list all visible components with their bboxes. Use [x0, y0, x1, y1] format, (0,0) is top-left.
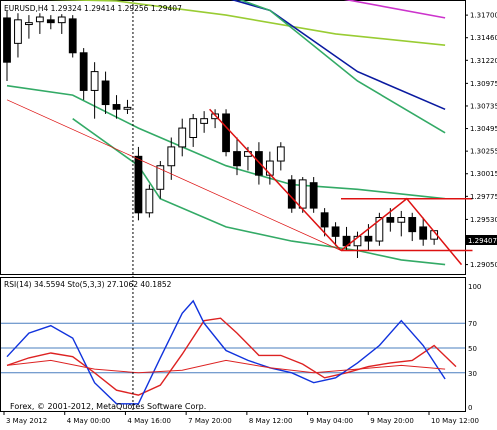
trend-line [6, 99, 342, 251]
candle-body [14, 19, 22, 44]
candle-body [200, 118, 209, 124]
candle-body [79, 52, 88, 91]
time-tick-label: 7 May 20:00 [188, 417, 232, 425]
indicator-panel-frame [0, 277, 466, 412]
candle-body [375, 217, 384, 242]
indicator-panel-header: RSI(14) 34.5594 Sto(5,3,3) 27.1062 40.18… [4, 280, 172, 289]
moving-average-line [238, 0, 446, 134]
candle-body [255, 151, 263, 176]
candle-body [134, 155, 143, 214]
time-tick-label: 10 May 12:00 [431, 417, 479, 425]
candle-body [123, 106, 132, 110]
candle-body [364, 235, 373, 242]
candle-body [408, 217, 417, 233]
candle-body [3, 17, 11, 63]
time-tick-label: 3 May 2012 [6, 417, 47, 425]
candle-body [265, 160, 274, 176]
moving-average-line [46, 0, 446, 46]
indicator-level-tick: 70 [468, 320, 477, 328]
candle-body [35, 16, 44, 23]
candle-body [101, 80, 110, 106]
indicator-tick-100: 100 [468, 283, 481, 291]
price-tick-label: 1.31700 [470, 12, 497, 20]
indicator-series-line [6, 299, 446, 405]
price-tick-label: 1.31460 [470, 34, 497, 42]
candle-body [386, 217, 395, 223]
indicator-level-tick: 30 [468, 370, 477, 378]
indicator-level-tick: 50 [468, 345, 477, 353]
candle-body [68, 18, 77, 54]
candle-body [90, 71, 99, 91]
trend-line [209, 108, 342, 252]
price-tick-label: 1.30255 [470, 148, 497, 156]
price-tick-label: 1.31220 [470, 57, 497, 65]
candle-body [397, 217, 406, 223]
last-price-box [466, 235, 497, 245]
candle-body [178, 127, 187, 148]
indicator-series-line [6, 359, 446, 374]
moving-average-line [343, 0, 446, 19]
indicator-tick-0: 0 [468, 404, 472, 412]
last-price-label: 1.29407 [468, 237, 497, 245]
price-tick-label: 1.30015 [470, 170, 497, 178]
time-tick-label: 8 May 12:00 [249, 417, 293, 425]
candle-body [419, 226, 428, 240]
candle-body [276, 146, 285, 162]
candle-body [145, 188, 154, 214]
price-tick-label: 1.30495 [470, 125, 497, 133]
main-panel-header: EURUSD,H4 1.29324 1.29414 1.29256 1.2940… [4, 4, 182, 13]
moving-average-line [230, 0, 446, 111]
candle-body [331, 226, 340, 237]
time-tick-label: 4 May 00:00 [67, 417, 111, 425]
candle-body [167, 146, 176, 167]
candle-body [46, 19, 55, 24]
candle-body [211, 113, 219, 120]
candle-body [298, 179, 307, 209]
indicator-series-line [6, 317, 457, 396]
candle-body [309, 182, 318, 209]
watermark: Forex, © 2001-2012, MetaQuotes Software … [10, 402, 206, 411]
moving-average-line [6, 84, 446, 200]
price-tick-label: 1.29050 [470, 261, 497, 269]
time-tick-label: 4 May 16:00 [127, 417, 171, 425]
price-tick-label: 1.29775 [470, 193, 497, 201]
price-tick-label: 1.29530 [470, 216, 497, 224]
price-tick-label: 1.30735 [470, 102, 497, 110]
candle-body [320, 212, 329, 228]
candle-body [222, 113, 230, 153]
candle-body [25, 22, 33, 26]
candle-body [189, 118, 198, 139]
candle-body [112, 104, 121, 110]
candle-body [156, 165, 165, 190]
time-tick-label: 9 May 04:00 [310, 417, 354, 425]
candle-body [233, 151, 241, 167]
price-tick-label: 1.30975 [470, 80, 497, 88]
time-tick-label: 9 May 20:00 [370, 417, 414, 425]
candle-body [57, 16, 66, 24]
